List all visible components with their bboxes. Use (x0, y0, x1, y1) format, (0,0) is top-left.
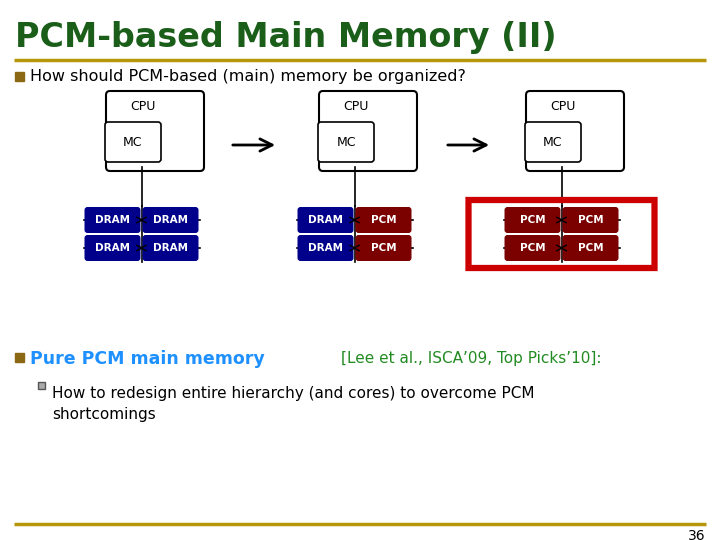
Text: CPU: CPU (343, 100, 369, 113)
FancyBboxPatch shape (38, 382, 45, 389)
Text: MC: MC (123, 136, 143, 148)
Text: DRAM: DRAM (95, 215, 130, 225)
Text: How to redesign entire hierarchy (and cores) to overcome PCM
shortcomings: How to redesign entire hierarchy (and co… (52, 386, 534, 422)
Text: MC: MC (336, 136, 356, 148)
FancyBboxPatch shape (84, 235, 140, 261)
Text: PCM: PCM (371, 215, 396, 225)
Text: Pure PCM main memory: Pure PCM main memory (30, 349, 271, 368)
Text: PCM: PCM (577, 243, 603, 253)
Text: CPU: CPU (130, 100, 156, 113)
Text: DRAM: DRAM (308, 215, 343, 225)
Text: PCM: PCM (520, 215, 545, 225)
Text: DRAM: DRAM (153, 243, 188, 253)
FancyBboxPatch shape (297, 207, 354, 233)
Text: PCM-based Main Memory (II): PCM-based Main Memory (II) (15, 22, 557, 55)
FancyBboxPatch shape (143, 207, 199, 233)
FancyBboxPatch shape (318, 122, 374, 162)
FancyBboxPatch shape (525, 122, 581, 162)
FancyBboxPatch shape (526, 91, 624, 171)
Text: DRAM: DRAM (95, 243, 130, 253)
FancyBboxPatch shape (562, 207, 618, 233)
Bar (15, 353, 24, 362)
Text: How should PCM-based (main) memory be organized?: How should PCM-based (main) memory be or… (30, 70, 466, 84)
FancyBboxPatch shape (143, 235, 199, 261)
Text: PCM: PCM (577, 215, 603, 225)
FancyBboxPatch shape (297, 235, 354, 261)
Text: DRAM: DRAM (308, 243, 343, 253)
Text: PCM: PCM (371, 243, 396, 253)
FancyBboxPatch shape (106, 91, 204, 171)
FancyBboxPatch shape (356, 207, 412, 233)
FancyBboxPatch shape (562, 235, 618, 261)
Text: MC: MC (544, 136, 563, 148)
FancyBboxPatch shape (505, 235, 560, 261)
Text: DRAM: DRAM (153, 215, 188, 225)
FancyBboxPatch shape (319, 91, 417, 171)
Text: [Lee et al., ISCA’09, Top Picks’10]:: [Lee et al., ISCA’09, Top Picks’10]: (341, 351, 601, 366)
Text: CPU: CPU (550, 100, 576, 113)
Text: 36: 36 (688, 529, 706, 540)
FancyBboxPatch shape (105, 122, 161, 162)
FancyBboxPatch shape (356, 235, 412, 261)
Text: PCM: PCM (520, 243, 545, 253)
Bar (15, 72, 24, 81)
FancyBboxPatch shape (505, 207, 560, 233)
FancyBboxPatch shape (84, 207, 140, 233)
